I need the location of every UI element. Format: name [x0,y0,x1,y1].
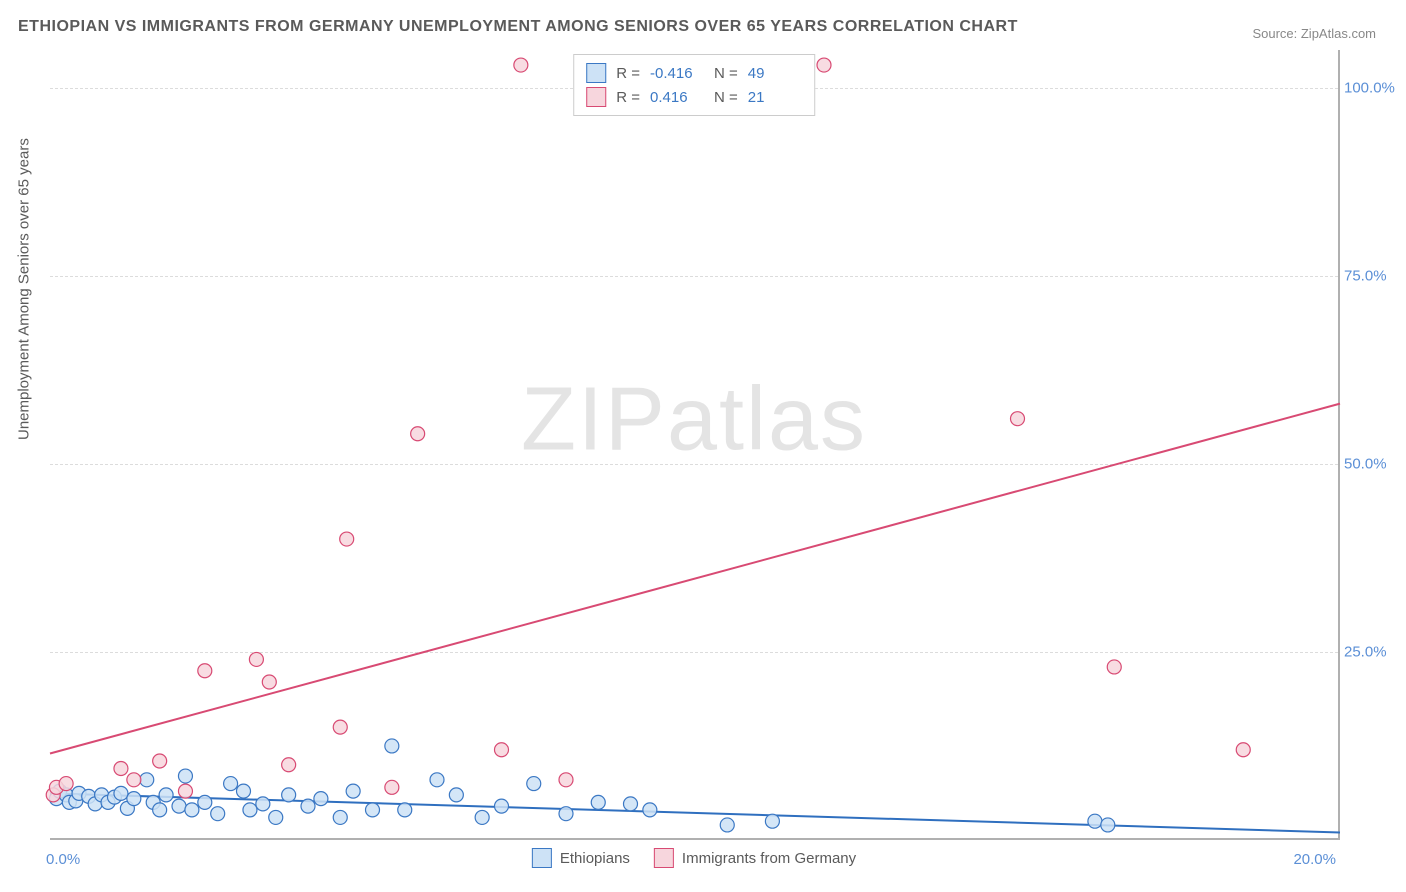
data-point [495,799,509,813]
y-axis-title: Unemployment Among Seniors over 65 years [16,138,33,440]
data-point [643,803,657,817]
data-point [198,664,212,678]
data-point [411,427,425,441]
data-point [1236,743,1250,757]
data-point [198,795,212,809]
trend-line [50,404,1340,754]
data-point [185,803,199,817]
data-point [346,784,360,798]
data-point [153,754,167,768]
data-point [269,810,283,824]
scatter-svg [50,50,1338,838]
data-point [256,797,270,811]
legend-item-ethiopians: Ethiopians [532,848,630,868]
data-point [385,739,399,753]
data-point [243,803,257,817]
data-point [1101,818,1115,832]
data-point [249,652,263,666]
data-point [385,780,399,794]
data-point [495,743,509,757]
data-point [559,807,573,821]
y-tick-label: 50.0% [1344,455,1404,472]
legend-label-0: Ethiopians [560,850,630,867]
data-point [624,797,638,811]
x-tick-0: 0.0% [46,851,80,868]
data-point [127,792,141,806]
chart-title: ETHIOPIAN VS IMMIGRANTS FROM GERMANY UNE… [18,18,1018,36]
data-point [127,773,141,787]
data-point [398,803,412,817]
data-point [153,803,167,817]
data-point [333,810,347,824]
data-point [172,799,186,813]
legend-swatch-pink [654,848,674,868]
y-tick-label: 25.0% [1344,643,1404,660]
data-point [514,58,528,72]
data-point [237,784,251,798]
data-point [114,786,128,800]
data-point [475,810,489,824]
data-point [559,773,573,787]
y-tick-label: 75.0% [1344,267,1404,284]
data-point [527,777,541,791]
data-point [224,777,238,791]
data-point [449,788,463,802]
legend-item-germany: Immigrants from Germany [654,848,856,868]
data-point [282,758,296,772]
data-point [178,769,192,783]
data-point [430,773,444,787]
data-point [366,803,380,817]
data-point [114,762,128,776]
data-point [282,788,296,802]
data-point [340,532,354,546]
data-point [301,799,315,813]
source-attribution: Source: ZipAtlas.com [1252,26,1376,41]
data-point [159,788,173,802]
data-point [262,675,276,689]
series-legend: Ethiopians Immigrants from Germany [532,848,856,868]
y-tick-label: 100.0% [1344,79,1404,96]
data-point [211,807,225,821]
data-point [1011,412,1025,426]
data-point [140,773,154,787]
data-point [178,784,192,798]
data-point [1088,814,1102,828]
data-point [59,777,73,791]
plot-area: ZIPatlas 25.0%50.0%75.0%100.0% 0.0% 20.0… [50,50,1340,840]
data-point [591,795,605,809]
legend-label-1: Immigrants from Germany [682,850,856,867]
data-point [314,792,328,806]
data-point [720,818,734,832]
data-point [333,720,347,734]
data-point [817,58,831,72]
data-point [1107,660,1121,674]
x-tick-1: 20.0% [1293,851,1336,868]
data-point [765,814,779,828]
legend-swatch-blue [532,848,552,868]
